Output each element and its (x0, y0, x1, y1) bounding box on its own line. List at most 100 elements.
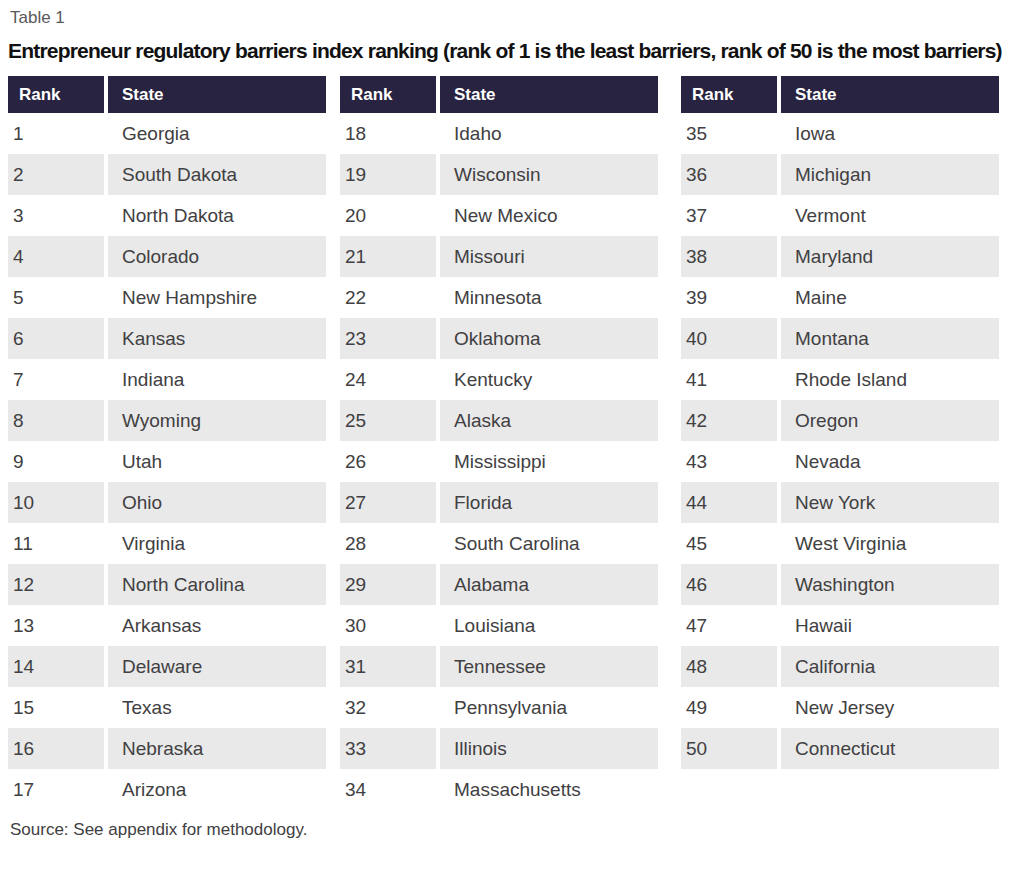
table-row: 1Georgia (8, 113, 326, 154)
table-row: 3North Dakota (8, 195, 326, 236)
rank-cell: 18 (340, 113, 436, 154)
rank-cell: 12 (8, 564, 104, 605)
header-row: RankState (340, 76, 658, 113)
table-row: 8Wyoming (8, 400, 326, 441)
table-row: 16Nebraska (8, 728, 326, 769)
table-row: 36Michigan (681, 154, 999, 195)
state-cell: Kansas (108, 318, 326, 359)
table-row: 32Pennsylvania (340, 687, 658, 728)
rank-cell: 48 (681, 646, 777, 687)
state-cell: Virginia (108, 523, 326, 564)
table-row: 14Delaware (8, 646, 326, 687)
state-cell: Colorado (108, 236, 326, 277)
table-figure: Table 1 Entrepreneur regulatory barriers… (0, 0, 1024, 840)
table-row: 28South Carolina (340, 523, 658, 564)
state-cell: Arkansas (108, 605, 326, 646)
rank-cell: 35 (681, 113, 777, 154)
table-row: 37Vermont (681, 195, 999, 236)
header-row: RankState (8, 76, 326, 113)
state-cell: Georgia (108, 113, 326, 154)
state-cell: Maryland (781, 236, 999, 277)
rank-cell: 20 (340, 195, 436, 236)
rank-cell: 41 (681, 359, 777, 400)
table-row: 46Washington (681, 564, 999, 605)
table-row: 27Florida (340, 482, 658, 523)
rank-cell: 50 (681, 728, 777, 769)
table-row: 24Kentucky (340, 359, 658, 400)
state-cell: Oregon (781, 400, 999, 441)
table-row: 48California (681, 646, 999, 687)
state-cell: South Carolina (440, 523, 658, 564)
ranking-table: RankState1Georgia2South Dakota3North Dak… (8, 76, 1008, 810)
rank-cell: 21 (340, 236, 436, 277)
rank-cell: 43 (681, 441, 777, 482)
rank-column-header: Rank (340, 76, 436, 113)
rank-cell: 30 (340, 605, 436, 646)
rank-cell: 42 (681, 400, 777, 441)
table-row: 33Illinois (340, 728, 658, 769)
ranking-column-group: RankState1Georgia2South Dakota3North Dak… (8, 76, 326, 810)
table-row: 50Connecticut (681, 728, 999, 769)
state-cell: Indiana (108, 359, 326, 400)
rank-cell: 32 (340, 687, 436, 728)
state-cell: New Mexico (440, 195, 658, 236)
rank-cell: 27 (340, 482, 436, 523)
state-column-header: State (781, 76, 999, 113)
rank-cell: 10 (8, 482, 104, 523)
state-cell: Idaho (440, 113, 658, 154)
table-row: 23Oklahoma (340, 318, 658, 359)
table-row: 9Utah (8, 441, 326, 482)
state-cell: Hawaii (781, 605, 999, 646)
rank-cell: 11 (8, 523, 104, 564)
rank-cell: 6 (8, 318, 104, 359)
state-cell: Kentucky (440, 359, 658, 400)
rank-cell: 4 (8, 236, 104, 277)
rank-cell: 47 (681, 605, 777, 646)
rank-cell: 24 (340, 359, 436, 400)
rank-cell: 1 (8, 113, 104, 154)
table-row: 11Virginia (8, 523, 326, 564)
table-row: 44New York (681, 482, 999, 523)
table-row: 6Kansas (8, 318, 326, 359)
rank-cell: 46 (681, 564, 777, 605)
state-cell: Delaware (108, 646, 326, 687)
rank-cell: 19 (340, 154, 436, 195)
table-row: 19Wisconsin (340, 154, 658, 195)
state-cell: Nebraska (108, 728, 326, 769)
state-cell: West Virginia (781, 523, 999, 564)
state-cell: Utah (108, 441, 326, 482)
state-cell: Illinois (440, 728, 658, 769)
state-cell: Michigan (781, 154, 999, 195)
table-row: 12North Carolina (8, 564, 326, 605)
state-cell: Florida (440, 482, 658, 523)
header-row: RankState (681, 76, 999, 113)
rank-cell: 28 (340, 523, 436, 564)
state-cell: Minnesota (440, 277, 658, 318)
table-title: Entrepreneur regulatory barriers index r… (8, 37, 1012, 65)
rank-cell: 9 (8, 441, 104, 482)
rank-cell: 14 (8, 646, 104, 687)
state-cell: Iowa (781, 113, 999, 154)
table-row: 13Arkansas (8, 605, 326, 646)
rank-cell: 3 (8, 195, 104, 236)
rank-cell: 26 (340, 441, 436, 482)
rank-cell: 15 (8, 687, 104, 728)
state-cell: New Hampshire (108, 277, 326, 318)
rank-cell: 17 (8, 769, 104, 810)
table-row: 7Indiana (8, 359, 326, 400)
state-cell: Oklahoma (440, 318, 658, 359)
state-cell: Washington (781, 564, 999, 605)
state-cell: Rhode Island (781, 359, 999, 400)
state-cell: New York (781, 482, 999, 523)
state-cell: Tennessee (440, 646, 658, 687)
table-row: 49New Jersey (681, 687, 999, 728)
rank-cell: 44 (681, 482, 777, 523)
rank-cell: 2 (8, 154, 104, 195)
table-row: 21Missouri (340, 236, 658, 277)
rank-cell: 31 (340, 646, 436, 687)
table-row: 20New Mexico (340, 195, 658, 236)
rank-column-header: Rank (681, 76, 777, 113)
rank-cell: 34 (340, 769, 436, 810)
state-cell: Wisconsin (440, 154, 658, 195)
state-cell: Pennsylvania (440, 687, 658, 728)
